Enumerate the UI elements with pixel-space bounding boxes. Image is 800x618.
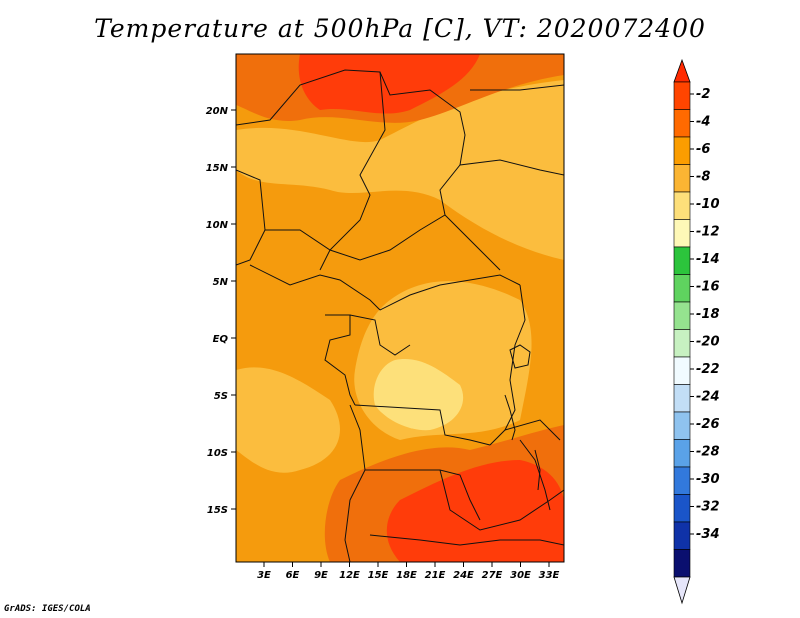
colorbar-swatch (673, 494, 691, 523)
border-sahel-c (439, 159, 564, 216)
colorbar: -2 -4 -6 -8 -10 -12 -14 -16 -18 -20 -22 -24 -26 -28 -3… (673, 58, 720, 605)
latitude-axis: 20N 15N 10N 5N EQ 5S 10S 15S (206, 106, 236, 516)
field-band-minus2-north (298, 54, 480, 114)
colorbar-swatch (673, 329, 691, 358)
lon-tick-label: 21E (425, 570, 446, 581)
colorbar-swatch (673, 384, 691, 413)
colorbar-label: -34 (696, 527, 720, 542)
lake-nyasa (534, 449, 541, 491)
colorbar-swatch (673, 356, 691, 385)
lake-victoria (509, 344, 531, 369)
colorbar-swatch (673, 549, 691, 578)
colorbar-swatch (673, 136, 691, 165)
lon-tick-label: 15E (368, 570, 389, 581)
border-congo-b (354, 404, 491, 446)
colorbar-swatch (673, 81, 691, 110)
lake-tanganyika (504, 394, 516, 441)
border-north-c (470, 84, 564, 91)
map-frame (235, 53, 565, 563)
border-east-a (504, 284, 526, 431)
colorbar-label: -12 (696, 225, 720, 240)
colorbar-label: -4 (696, 115, 710, 130)
colorbar-swatch (673, 466, 691, 495)
colorbar-bottom-arrow (673, 576, 691, 605)
lat-tick-label: 15S (207, 505, 228, 516)
border-central-b (379, 274, 521, 311)
lat-tick-label: 5S (214, 391, 228, 402)
colorbar-swatch (673, 301, 691, 330)
field-band-minus8-north (236, 80, 564, 260)
lon-tick-label: 12E (339, 570, 360, 581)
software-credit: GrADS: IGES/COLA (4, 604, 91, 614)
colorbar-swatch (673, 274, 691, 303)
colorbar-swatch (673, 109, 691, 138)
lon-tick-label: 3E (257, 570, 271, 581)
colorbar-swatch (673, 411, 691, 440)
lon-tick-label: 27E (482, 570, 503, 581)
colorbar-label: -6 (696, 142, 710, 157)
colorbar-label: -20 (696, 335, 720, 350)
colorbar-swatch (673, 191, 691, 220)
colorbar-label: -10 (696, 197, 720, 212)
colorbar-swatch (673, 219, 691, 248)
border-congo-a (349, 314, 411, 356)
lat-tick-label: 20N (206, 106, 229, 117)
colorbar-swatch (673, 246, 691, 275)
longitude-axis: 3E 6E 9E 12E 15E 18E 21E 24E 27E 30E 33E (257, 562, 560, 581)
border-south-c (369, 534, 564, 546)
lon-tick-label: 33E (539, 570, 560, 581)
colorbar-label: -30 (696, 472, 720, 487)
colorbar-label: -32 (696, 500, 720, 515)
colorbar-label: -16 (696, 280, 720, 295)
lat-tick-label: 10N (206, 220, 229, 231)
colorbar-label: -14 (696, 252, 720, 267)
border-south-a (365, 469, 481, 521)
lon-tick-label: 6E (286, 570, 300, 581)
colorbar-label: -2 (696, 87, 710, 102)
temperature-field (236, 54, 564, 562)
colorbar-swatch (673, 439, 691, 468)
border-sahel-b (265, 214, 501, 271)
lat-tick-label: EQ (213, 334, 229, 345)
country-borders (236, 69, 564, 562)
lon-tick-label: 9E (314, 570, 328, 581)
colorbar-label: -22 (696, 362, 720, 377)
lat-tick-label: 5N (213, 277, 229, 288)
field-band-minus8-west (236, 367, 340, 473)
colorbar-top-arrow (673, 58, 691, 83)
colorbar-swatch (673, 521, 691, 550)
border-central-a (249, 264, 381, 311)
border-east-b (489, 419, 561, 446)
lon-tick-label: 18E (396, 570, 417, 581)
border-gulf (324, 314, 356, 406)
lat-tick-label: 10S (207, 448, 228, 459)
colorbar-label: -28 (696, 445, 720, 460)
border-coast (344, 404, 366, 562)
lon-tick-label: 24E (453, 570, 474, 581)
border-south-b (439, 469, 564, 531)
colorbar-label: -26 (696, 417, 720, 432)
colorbar-swatch (673, 164, 691, 193)
lon-tick-label: 30E (510, 570, 531, 581)
colorbar-label: -8 (696, 170, 710, 185)
border-north-a (236, 69, 466, 166)
colorbar-label: -24 (696, 390, 720, 405)
map-title: Temperature at 500hPa [C], VT: 202007240… (94, 14, 706, 43)
lat-tick-label: 15N (206, 163, 229, 174)
colorbar-label: -18 (696, 307, 720, 322)
